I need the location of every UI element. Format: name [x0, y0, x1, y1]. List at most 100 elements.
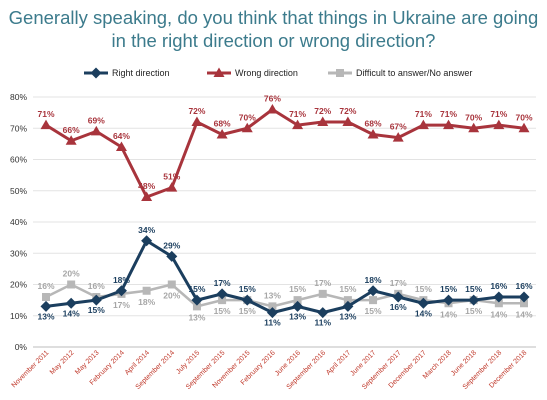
data-point-wrong	[468, 122, 480, 133]
data-point-difficult	[520, 299, 528, 308]
data-label-right: 17%	[214, 278, 231, 288]
data-point-wrong	[266, 104, 278, 114]
data-point-wrong	[417, 119, 429, 130]
data-label-difficult: 13%	[264, 290, 281, 300]
data-label-right: 11%	[264, 318, 281, 328]
data-point-right	[90, 294, 102, 306]
data-label-wrong: 72%	[339, 106, 356, 116]
x-tick-label: May 2012	[49, 349, 76, 376]
data-point-difficult	[268, 302, 277, 311]
data-point-wrong	[166, 182, 178, 192]
data-label-right: 18%	[365, 275, 382, 285]
data-label-difficult: 15%	[415, 284, 432, 294]
y-tick-label: 50%	[10, 186, 27, 196]
data-point-right	[166, 250, 178, 262]
data-label-difficult: 14%	[490, 309, 507, 319]
data-label-right: 15%	[239, 284, 256, 294]
data-label-right: 16%	[390, 302, 407, 312]
data-point-wrong	[292, 119, 304, 130]
y-tick-label: 80%	[10, 92, 27, 102]
data-label-difficult: 17%	[314, 278, 331, 288]
data-label-difficult: 14%	[515, 309, 532, 319]
data-point-wrong	[443, 119, 455, 130]
series-line-wrong	[45, 108, 525, 199]
data-label-wrong: 69%	[88, 115, 105, 125]
data-point-right	[141, 235, 153, 247]
data-label-wrong: 64%	[113, 131, 130, 141]
data-point-wrong	[141, 191, 153, 201]
data-label-wrong: 51%	[163, 172, 180, 182]
data-label-wrong: 48%	[138, 181, 155, 191]
data-label-wrong: 70%	[465, 112, 482, 122]
data-point-wrong	[40, 119, 52, 130]
data-point-wrong	[115, 141, 127, 151]
legend-marker	[213, 67, 225, 77]
x-tick-label: November 2011	[11, 349, 51, 389]
data-point-right	[518, 291, 530, 303]
data-label-right: 15%	[188, 284, 205, 294]
data-point-wrong	[367, 129, 379, 139]
data-point-right	[40, 300, 52, 312]
data-label-wrong: 67%	[390, 122, 407, 132]
data-point-right	[115, 285, 127, 297]
data-label-right: 11%	[314, 318, 331, 328]
data-point-right	[216, 288, 228, 300]
data-point-wrong	[392, 132, 404, 142]
data-label-wrong: 68%	[214, 119, 231, 129]
data-label-difficult: 15%	[339, 284, 356, 294]
data-point-wrong	[342, 116, 354, 126]
data-point-right	[367, 285, 379, 297]
x-tick-label: May 2013	[74, 349, 101, 376]
data-label-wrong: 68%	[365, 119, 382, 129]
data-label-wrong: 71%	[289, 109, 306, 119]
data-label-wrong: 72%	[188, 106, 205, 116]
data-label-difficult: 15%	[239, 306, 256, 316]
data-point-difficult	[42, 293, 50, 301]
y-tick-label: 40%	[10, 217, 27, 227]
y-tick-label: 20%	[10, 280, 27, 290]
data-point-difficult	[167, 280, 176, 289]
data-point-difficult	[218, 296, 227, 305]
data-label-right: 18%	[113, 275, 130, 285]
data-point-difficult	[318, 289, 327, 298]
data-label-difficult: 15%	[214, 306, 231, 316]
data-label-wrong: 71%	[440, 109, 457, 119]
data-point-wrong	[317, 116, 329, 126]
data-label-difficult: 13%	[188, 312, 205, 322]
data-label-difficult: 15%	[365, 306, 382, 316]
series-line-difficult	[45, 283, 524, 308]
data-label-right: 14%	[63, 308, 80, 318]
legend-label: Wrong direction	[235, 68, 298, 78]
data-label-difficult: 20%	[163, 291, 180, 301]
data-label-wrong: 71%	[490, 109, 507, 119]
data-label-right: 15%	[440, 284, 457, 294]
data-label-difficult: 17%	[390, 278, 407, 288]
data-label-wrong: 66%	[63, 125, 80, 135]
data-point-right	[191, 294, 203, 306]
data-point-right	[493, 291, 505, 303]
data-point-wrong	[493, 119, 505, 130]
data-point-right	[292, 300, 304, 312]
x-tick-label: July 2015	[175, 349, 201, 375]
data-point-difficult	[142, 286, 151, 295]
data-point-right	[317, 307, 329, 319]
data-point-wrong	[191, 116, 203, 126]
y-tick-label: 10%	[10, 311, 27, 321]
data-label-right: 34%	[138, 225, 155, 235]
data-point-right	[392, 291, 404, 303]
data-label-right: 13%	[339, 311, 356, 321]
data-point-right	[417, 297, 429, 309]
legend-label: Right direction	[112, 68, 170, 78]
legend-label: Difficult to answer/No answer	[356, 68, 472, 78]
data-point-wrong	[90, 125, 102, 136]
data-point-wrong	[518, 122, 530, 133]
y-tick-label: 60%	[10, 155, 27, 165]
data-label-difficult: 16%	[37, 281, 54, 291]
data-label-difficult: 18%	[138, 297, 155, 307]
data-label-right: 13%	[37, 311, 54, 321]
data-point-difficult	[192, 302, 201, 311]
data-point-right	[65, 297, 77, 309]
data-point-difficult	[293, 296, 302, 305]
